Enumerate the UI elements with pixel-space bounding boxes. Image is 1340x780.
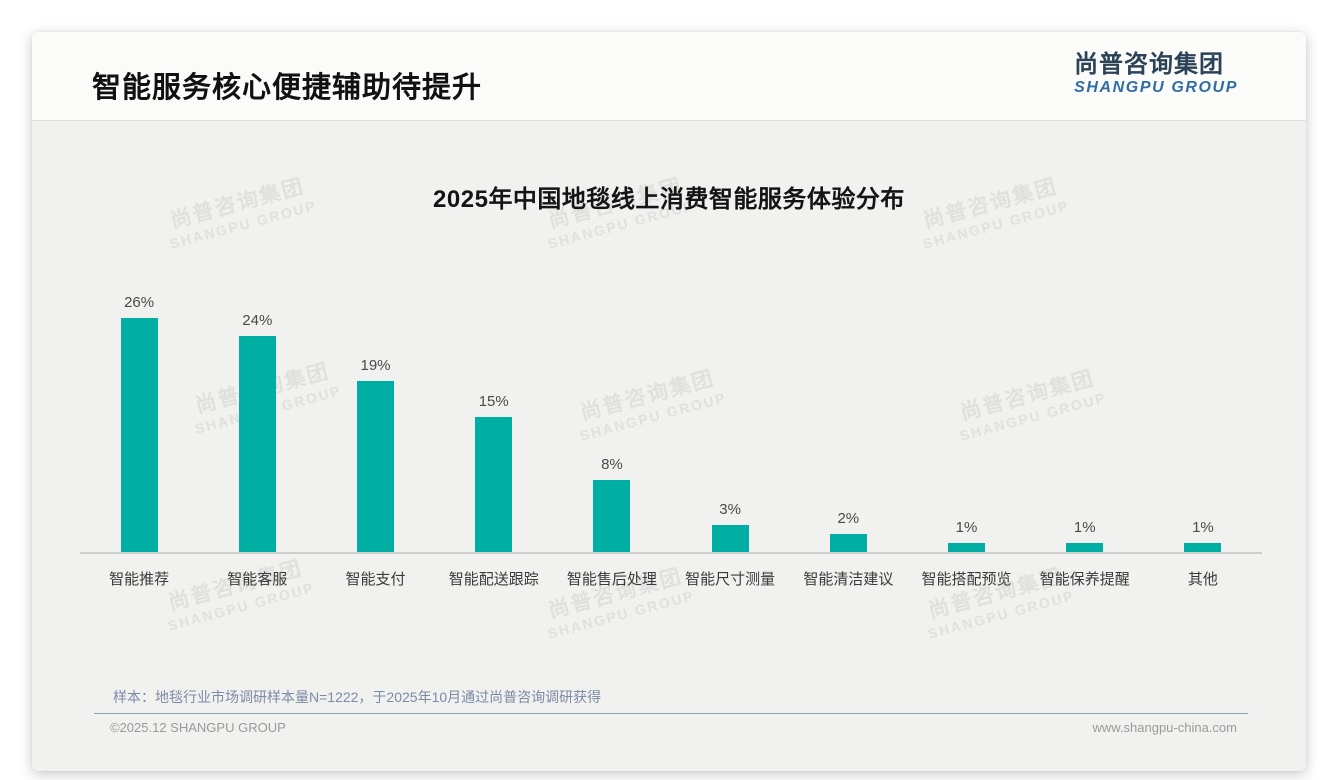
- category-label: 智能配送跟踪: [448, 571, 539, 588]
- category-label: 智能客服: [227, 571, 288, 588]
- bar-column: 3%: [671, 214, 789, 552]
- category-label: 智能售后处理: [566, 571, 657, 588]
- bar-value-label: 1%: [955, 519, 978, 536]
- bar-column: 1%: [907, 214, 1025, 552]
- bar: [238, 336, 276, 552]
- bar-column: 8%: [553, 214, 671, 552]
- footer-divider: [94, 713, 1248, 714]
- bar: [1066, 543, 1104, 552]
- bar-column: 24%: [198, 214, 316, 552]
- bar-column: 26%: [80, 214, 198, 552]
- bar-chart: 26% 24% 19% 15% 8% 3% 2% 1% 1% 1%: [80, 214, 1262, 554]
- bar-value-label: 1%: [1192, 519, 1214, 536]
- slide-card: 智能服务核心便捷辅助待提升 尚普咨询集团 SHANGPU GROUP 尚普咨询集…: [32, 32, 1306, 771]
- bar: [829, 534, 867, 552]
- category-label: 智能搭配预览: [921, 571, 1012, 588]
- category-label: 智能尺寸测量: [685, 571, 776, 588]
- logo-text-chinese: 尚普咨询集团: [1074, 51, 1225, 78]
- bar: [475, 417, 513, 552]
- bar-value-label: 15%: [478, 393, 509, 410]
- bar-value-label: 24%: [242, 312, 273, 329]
- bar-column: 1%: [1026, 214, 1144, 552]
- category-label: 智能支付: [345, 571, 406, 588]
- bar-column: 1%: [1144, 214, 1262, 552]
- bar-column: 19%: [316, 214, 434, 552]
- bar-value-label: 1%: [1073, 519, 1096, 536]
- page-title: 智能服务核心便捷辅助待提升: [92, 72, 483, 104]
- watermark-text-english: SHANGPU GROUP: [546, 587, 697, 643]
- bar-value-label: 3%: [719, 501, 741, 518]
- bar: [120, 318, 158, 552]
- bar: [711, 525, 749, 552]
- category-label: 智能保养提醒: [1039, 571, 1130, 588]
- website-url: www.shangpu-china.com: [1092, 720, 1237, 735]
- chart-category-axis: 智能推荐 智能客服 智能支付 智能配送跟踪 智能售后处理 智能尺寸测量 智能清洁建议 智能搭配…: [80, 568, 1262, 589]
- bar: [357, 381, 394, 552]
- bar: [1184, 543, 1222, 552]
- bar-column: 2%: [789, 214, 907, 552]
- copyright-text: ©2025.12 SHANGPU GROUP: [110, 720, 286, 735]
- bar: [593, 480, 631, 552]
- chart-title: 2025年中国地毯线上消费智能服务体验分布: [433, 186, 905, 213]
- sample-note: 样本：地毯行业市场调研样本量N=1222，于2025年10月通过尚普咨询调研获得: [113, 689, 602, 705]
- category-label: 其他: [1187, 571, 1218, 588]
- watermark-text-english: SHANGPU GROUP: [926, 587, 1077, 643]
- bar-value-label: 2%: [837, 510, 860, 527]
- logo-text-english: SHANGPU GROUP: [1074, 79, 1238, 97]
- bar-column: 15%: [435, 214, 553, 552]
- bar-value-label: 26%: [124, 294, 155, 311]
- category-label: 智能清洁建议: [803, 571, 894, 588]
- bar-value-label: 19%: [360, 357, 391, 374]
- slide-body: 尚普咨询集团 SHANGPU GROUP 尚普咨询集团 SHANGPU GROUP 尚普…: [32, 120, 1306, 771]
- company-logo: 尚普咨询集团 SHANGPU GROUP: [1074, 51, 1238, 97]
- slide-header: 智能服务核心便捷辅助待提升 尚普咨询集团 SHANGPU GROUP: [32, 32, 1306, 120]
- bar-value-label: 8%: [601, 456, 623, 473]
- category-label: 智能推荐: [109, 571, 170, 588]
- bar: [948, 543, 986, 552]
